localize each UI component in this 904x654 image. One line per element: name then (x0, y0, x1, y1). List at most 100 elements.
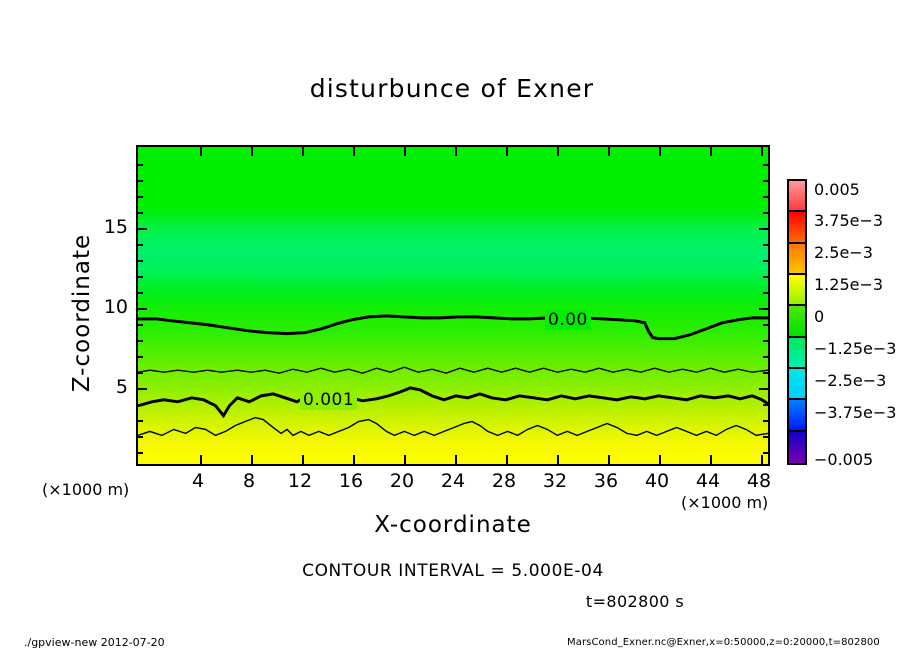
xtick-top-32 (557, 147, 559, 156)
colorbar-band-green-cyan (789, 337, 805, 369)
xtick-bottom-36 (659, 455, 661, 464)
xtick-label-8: 8 (242, 470, 256, 492)
xtick-label-24: 24 (440, 470, 466, 492)
xtick-bottom-28 (557, 455, 559, 464)
ytick-left-8 (138, 340, 143, 342)
contour-plot-area[interactable]: 0.00 0.001 (136, 145, 770, 466)
ytick-right-16 (763, 212, 768, 214)
contour-interval-label: CONTOUR INTERVAL = 5.000E-04 (302, 561, 604, 581)
colorbar-label-2: 2.5e−3 (814, 243, 873, 262)
xtick-bottom-8 (302, 455, 304, 464)
ytick-left-15 (138, 228, 147, 230)
ytick-right-3 (763, 420, 768, 422)
xtick-top-4 (200, 147, 202, 156)
xtick-top-28 (506, 147, 508, 156)
ytick-right-18 (763, 180, 768, 182)
footer-command-label: ./gpview-new 2012-07-20 (24, 636, 165, 649)
colorbar-label-6: −2.5e−3 (814, 371, 887, 390)
ytick-left-2 (138, 436, 143, 438)
colorbar[interactable] (787, 179, 807, 465)
xtick-label-40: 40 (644, 470, 670, 492)
ytick-label-10: 10 (103, 296, 128, 318)
ytick-right-6 (763, 372, 768, 374)
colorbar-label-8: −0.005 (814, 450, 874, 469)
ytick-right-12 (763, 276, 768, 278)
ytick-left-3 (138, 420, 143, 422)
ytick-left-6 (138, 372, 143, 374)
xtick-label-44: 44 (695, 470, 721, 492)
xtick-top-24 (455, 147, 457, 156)
ytick-right-15 (759, 228, 768, 230)
xtick-bottom-20 (455, 455, 457, 464)
ytick-right-17 (763, 196, 768, 198)
xtick-bottom-32 (608, 455, 610, 464)
xtick-top-16 (353, 147, 355, 156)
ytick-left-17 (138, 196, 143, 198)
contour-label-zero: 0.00 (545, 310, 591, 330)
colorbar-label-4: 0 (814, 307, 825, 326)
ytick-left-11 (138, 292, 143, 294)
z-axis-units: (×1000 m) (42, 480, 130, 499)
xtick-top-48 (761, 147, 763, 156)
ytick-label-15: 15 (103, 216, 128, 238)
ytick-right-10 (759, 308, 768, 310)
colorbar-label-1: 3.75e−3 (814, 211, 884, 230)
colorbar-band-pink-red (789, 181, 805, 213)
xtick-top-36 (608, 147, 610, 156)
ytick-left-14 (138, 244, 143, 246)
colorbar-band-blue-violet (789, 431, 805, 463)
xtick-bottom-44 (761, 455, 763, 464)
xtick-top-12 (302, 147, 304, 156)
xtick-label-16: 16 (338, 470, 364, 492)
ytick-right-5 (759, 388, 768, 390)
colorbar-band-yellow-green (789, 275, 805, 307)
xtick-label-28: 28 (491, 470, 517, 492)
ytick-left-19 (138, 164, 143, 166)
xtick-bottom-48 (251, 455, 253, 464)
ytick-right-13 (763, 260, 768, 262)
ytick-left-7 (138, 356, 143, 358)
x-axis-title: X-coordinate (374, 512, 532, 538)
ytick-right-2 (763, 436, 768, 438)
ytick-left-10 (138, 308, 147, 310)
colorbar-band-green-bright (789, 306, 805, 338)
contour-band-overlay (138, 147, 768, 464)
x-axis-units: (×1000 m) (681, 493, 769, 512)
colorbar-label-0: 0.005 (814, 180, 860, 199)
ytick-left-13 (138, 260, 143, 262)
contour-label-one-milli: 0.001 (300, 390, 358, 410)
ytick-right-11 (763, 292, 768, 294)
ytick-right-4 (763, 404, 768, 406)
colorbar-band-cyan (789, 369, 805, 401)
xtick-top-44 (710, 147, 712, 156)
xtick-bottom-12 (353, 455, 355, 464)
xtick-label-20: 20 (389, 470, 415, 492)
page-title: disturbunce of Exner (309, 74, 595, 103)
colorbar-label-3: 1.25e−3 (814, 275, 884, 294)
colorbar-label-5: −1.25e−3 (814, 339, 897, 358)
colorbar-band-blue (789, 400, 805, 432)
time-label: t=802800 s (585, 592, 685, 611)
ytick-right-8 (763, 340, 768, 342)
xtick-label-12: 12 (287, 470, 313, 492)
ytick-right-7 (763, 356, 768, 358)
ytick-left-16 (138, 212, 143, 214)
xtick-bottom-16 (404, 455, 406, 464)
ytick-left-12 (138, 276, 143, 278)
xtick-label-48: 48 (746, 470, 772, 492)
xtick-label-32: 32 (542, 470, 568, 492)
footer-dataset-label: MarsCond_Exner.nc@Exner,x=0:50000,z=0:20… (567, 637, 880, 648)
xtick-label-4: 4 (191, 470, 205, 492)
colorbar-label-7: −3.75e−3 (814, 403, 897, 422)
ytick-label-5: 5 (115, 376, 128, 398)
xtick-bottom-40 (710, 455, 712, 464)
xtick-top-8 (251, 147, 253, 156)
ytick-left-5 (138, 388, 147, 390)
xtick-bottom-24 (506, 455, 508, 464)
ytick-left-18 (138, 180, 143, 182)
xtick-label-36: 36 (593, 470, 619, 492)
ytick-right-9 (763, 324, 768, 326)
colorbar-band-orange-yellow (789, 243, 805, 275)
ytick-left-4 (138, 404, 143, 406)
ytick-right-1 (763, 452, 768, 454)
